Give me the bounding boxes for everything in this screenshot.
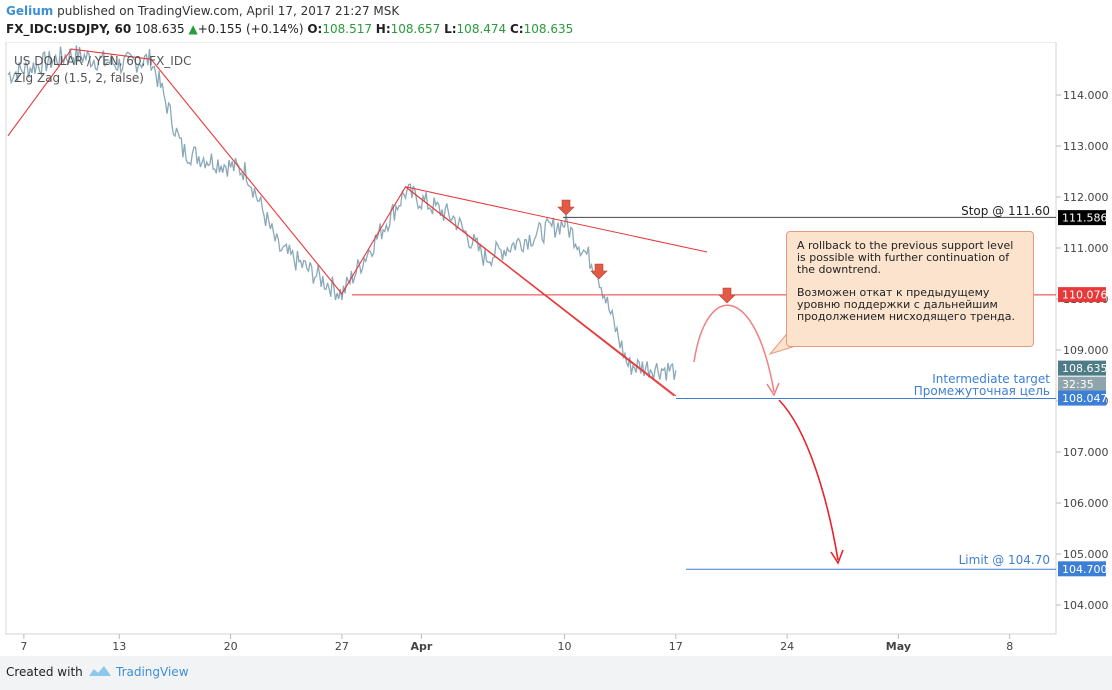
price-tag-box (1058, 376, 1106, 392)
price-line (7, 45, 677, 381)
x-tick-label: May (886, 640, 911, 653)
change-value: +0.155 (+0.14%) (197, 22, 304, 36)
close-key: C: (510, 22, 524, 36)
x-tick-label: 8 (1006, 640, 1013, 653)
y-tick-label: 113.000 (1063, 140, 1109, 153)
price-tag-label: 32:35 (1062, 378, 1094, 391)
legend-indicator: Zig Zag (1.5, 2, false) (14, 71, 144, 85)
high-key: H: (375, 22, 391, 36)
price-tag-box (1058, 287, 1106, 303)
tradingview-link[interactable]: TradingView (116, 665, 189, 679)
up-triangle-icon: ▲ (188, 22, 198, 36)
price-series (7, 45, 677, 381)
intermediate-target-label-ru: Промежуточная цель (914, 384, 1050, 398)
x-tick-label: 20 (224, 640, 238, 653)
ohlc-line: FX_IDC:USDJPY, 60 108.635 ▲+0.155 (+0.14… (6, 22, 573, 36)
open-key: O: (307, 22, 323, 36)
intermediate-target-label: Intermediate target (932, 372, 1050, 386)
footer: Created with TradingView (0, 656, 1112, 690)
y-tick-label: 105.000 (1063, 548, 1109, 561)
x-tick-label: 13 (112, 640, 126, 653)
stop-label: Stop @ 111.60 (961, 204, 1050, 218)
x-tick-label: 17 (669, 640, 683, 653)
price-tag-label: 108.635 (1062, 362, 1108, 375)
y-tick-label: 111.000 (1063, 242, 1109, 255)
price-tag-label: 110.076 (1062, 289, 1108, 302)
legend-title: US DOLLAR / YEN, 60, FX_IDC (14, 54, 191, 68)
x-tick-label: 27 (335, 640, 349, 653)
y-tick-label: 106.000 (1063, 497, 1109, 510)
header-bar: Gelium published on TradingView.com, Apr… (0, 0, 1112, 42)
high-value: 108.657 (390, 22, 441, 36)
down-arrow-icon (718, 287, 736, 304)
price-tag-label: 111.586 (1062, 212, 1108, 225)
analysis-callout: A rollback to the previous support level… (786, 231, 1034, 347)
x-tick-label: 7 (20, 640, 27, 653)
y-tick-label: 109.000 (1063, 344, 1109, 357)
y-tick-label: 107.000 (1063, 446, 1109, 459)
rollback-arrowhead (766, 382, 780, 397)
publish-line: Gelium published on TradingView.com, Apr… (6, 4, 399, 18)
callout-text-en: A rollback to the previous support level… (797, 239, 1014, 276)
limit-label: Limit @ 104.70 (959, 553, 1050, 567)
author-link[interactable]: Gelium (6, 4, 54, 18)
low-value: 108.474 (456, 22, 507, 36)
lower-trend-line (405, 186, 675, 397)
price-tag-box (1058, 390, 1106, 406)
price-tag-label: 104.700 (1062, 563, 1108, 576)
y-axis: 114.000113.000112.000111.000110.000109.0… (1056, 89, 1109, 612)
last-price: 108.635 (135, 22, 185, 36)
rollback-arrow (693, 304, 775, 393)
price-tag-label: 108.047 (1062, 392, 1108, 405)
drawings (405, 186, 844, 565)
down-arrow-icon (590, 263, 608, 280)
price-tag-box (1058, 561, 1106, 577)
symbol-label: FX_IDC:USDJPY, 60 (6, 22, 132, 36)
tradingview-logo-icon[interactable] (88, 663, 112, 679)
downtrend-arrow (778, 399, 839, 561)
down-arrow-icon (557, 199, 575, 216)
close-value: 108.635 (523, 22, 574, 36)
downtrend-arrowhead (830, 549, 844, 565)
open-value: 108.517 (322, 22, 372, 36)
y-tick-label: 114.000 (1063, 89, 1109, 102)
low-key: L: (444, 22, 457, 36)
y-tick-label: 104.000 (1063, 599, 1109, 612)
x-tick-label: 10 (558, 640, 572, 653)
price-tag-box (1058, 210, 1106, 226)
publish-info: published on TradingView.com, April 17, … (57, 4, 400, 18)
x-tick-label: Apr (410, 640, 432, 653)
y-tick-label: 112.000 (1063, 191, 1109, 204)
created-with-label: Created with (6, 665, 83, 679)
upper-trend-line (405, 186, 708, 253)
x-axis: 7 13 20 27 Apr 10 17 24 May 8 (20, 634, 1013, 653)
price-tag-box (1058, 360, 1106, 376)
x-tick-label: 24 (780, 640, 794, 653)
callout-text-ru: Возможен откат к предыдущему уровню подд… (797, 286, 1016, 323)
